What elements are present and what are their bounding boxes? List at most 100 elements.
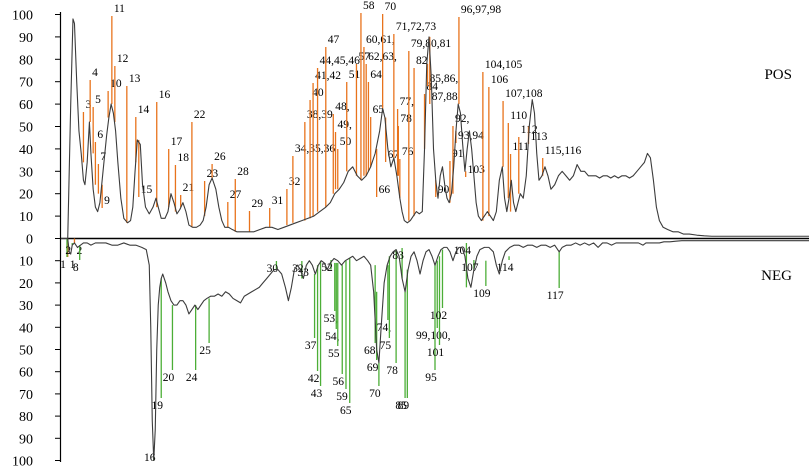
pos-peak-label: 106	[491, 74, 509, 86]
pos-tick-label: 70	[19, 76, 33, 91]
pos-tick-label: 20	[19, 188, 33, 203]
pos-tick-label: 100	[12, 9, 33, 24]
neg-peak-label: 33	[297, 267, 309, 279]
peak-annotations: 1234567910111213141516171821222326272829…	[60, 0, 581, 464]
pos-peak-label: 87,88	[432, 91, 458, 103]
neg-peak-label: 117	[547, 290, 564, 302]
neg-tick-label: 40	[19, 321, 33, 336]
neg-tick-label: 80	[19, 410, 33, 425]
pos-peak-label: 7	[100, 151, 106, 163]
pos-peak-label: 6	[97, 129, 103, 141]
pos-peak-label: 90	[438, 184, 450, 196]
pos-peak-label: 31	[272, 195, 284, 207]
neg-mode-label: NEG	[761, 268, 792, 284]
pos-peak-label: 22	[194, 109, 206, 121]
neg-peak-label: 25	[199, 345, 211, 357]
pos-tick-label: 30	[19, 165, 33, 180]
neg-peak-label: 54,	[325, 331, 340, 343]
pos-tick-label: 50	[19, 121, 33, 136]
neg-peak-label: 74,	[377, 322, 392, 334]
pos-trace	[61, 18, 809, 240]
pos-peak-label: 58	[363, 0, 375, 12]
pos-peak-label: 18	[177, 152, 189, 164]
pos-peak-label: 29	[251, 198, 263, 210]
pos-peak-label: 48,	[335, 101, 350, 113]
pos-peak-label: 85,86,	[430, 73, 459, 85]
neg-tick-label: 60	[19, 366, 33, 381]
pos-peak-label: 78	[400, 113, 412, 125]
neg-peak-label: 102	[430, 310, 448, 322]
neg-tick-label: 90	[19, 432, 33, 447]
neg-tick-label: 20	[19, 277, 33, 292]
pos-peak-label: 21	[183, 182, 195, 194]
neg-trace	[61, 237, 809, 462]
neg-peak-label: 42	[308, 373, 320, 385]
neg-peak-label: 8	[73, 262, 79, 274]
neg-peak-label: 24	[186, 372, 198, 384]
neg-peak-label: 16	[144, 452, 156, 464]
pos-tick-label: 0	[26, 233, 33, 248]
pos-peak-label: 113	[531, 131, 548, 143]
pos-peak-label: 93,94	[458, 130, 484, 142]
axes	[59, 12, 809, 462]
pos-peak-label: 11	[114, 3, 125, 15]
pos-tick-label: 60	[19, 98, 33, 113]
pos-peak-label: 3	[85, 99, 91, 111]
pos-peak-label: 26	[214, 151, 226, 163]
pos-peak-label: 110	[510, 110, 527, 122]
traces	[61, 18, 809, 462]
pos-peak-label: 10	[110, 78, 122, 90]
neg-peak-label: 65	[340, 405, 352, 417]
neg-peak-label: 43	[311, 388, 323, 400]
pos-peak-label: 111	[513, 141, 530, 153]
pos-peak-label: 79,80,81	[411, 38, 452, 50]
pos-peak-label: 38,39	[307, 109, 333, 121]
pos-peak-label: 115,116	[545, 145, 582, 157]
pos-peak-label: 13	[129, 73, 141, 85]
pos-peak-label: 103	[468, 164, 486, 176]
pos-peak-label: 34,35,36	[295, 143, 336, 155]
neg-peak-label: 78	[386, 365, 398, 377]
neg-peak-label: 85	[395, 400, 407, 412]
pos-peak-label: 16	[159, 89, 171, 101]
neg-peak-label: 83	[392, 250, 404, 262]
neg-tick-label: 50	[19, 344, 33, 359]
pos-peak-label: 91	[452, 148, 464, 160]
neg-peak-label: 2	[65, 245, 71, 257]
neg-peak-label: 99,100,	[416, 330, 451, 342]
pos-peak-label: 92,	[455, 113, 470, 125]
neg-peak-label: 70	[369, 388, 381, 400]
pos-peak-label: 4	[92, 67, 98, 79]
pos-peak-label: 70	[385, 1, 397, 13]
neg-peak-label: 30	[267, 263, 279, 275]
pos-peak-label: 15	[141, 184, 153, 196]
neg-peak-label: 55	[328, 348, 340, 360]
neg-peak-label: 32	[292, 263, 304, 275]
pos-peak-label: 66	[379, 184, 391, 196]
neg-peak-label: 69	[367, 362, 379, 374]
pos-tick-label: 40	[19, 143, 33, 158]
neg-peak-label: 95	[425, 372, 437, 384]
pos-peak-label: 65	[373, 104, 385, 116]
neg-peak-label: 68,	[364, 345, 379, 357]
neg-tick-label: 70	[19, 388, 33, 403]
pos-tick-label: 90	[19, 31, 33, 46]
y-axis-ticks: 0 10 20 30 40 50 60 70 80 90 100 10 20 30 40 50 60 70 80 90…	[12, 9, 61, 468]
pos-peak-label: 47	[328, 34, 340, 46]
pos-peak-label: 41,42	[315, 70, 341, 82]
neg-peak-label: 19	[151, 400, 163, 412]
neg-peak-label: 89	[398, 400, 410, 412]
pos-peak-label: 9	[104, 195, 110, 207]
pos-peak-label: 71,72,73	[396, 21, 437, 33]
neg-tick-label: 10	[19, 255, 33, 270]
neg-peak-label: 56	[332, 376, 344, 388]
pos-peak-label: 60,61,	[366, 34, 395, 46]
neg-peak-label: 1	[60, 259, 66, 271]
neg-peak-label: 109	[473, 288, 491, 300]
neg-peak-label: 101	[427, 347, 445, 359]
pos-peak-label: 28	[237, 166, 249, 178]
pos-peak-label: 32	[289, 176, 301, 188]
neg-peak-label: 37	[305, 340, 317, 352]
pos-peak-label: 1	[70, 259, 76, 271]
